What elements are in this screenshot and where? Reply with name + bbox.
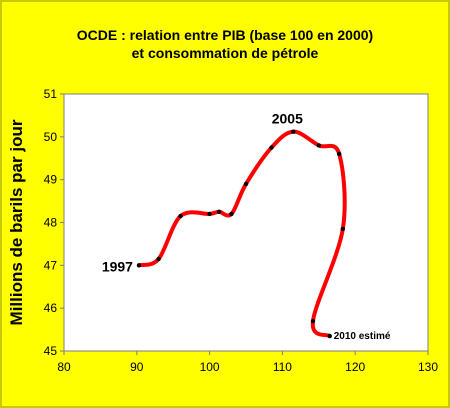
data-point	[327, 333, 332, 339]
data-point	[310, 318, 316, 324]
x-tick-label: 90	[130, 360, 144, 374]
plot-area	[63, 93, 429, 352]
data-point	[229, 211, 234, 217]
y-tick-label: 49	[44, 173, 58, 187]
y-tick-label: 50	[44, 130, 58, 144]
data-point	[340, 226, 346, 232]
y-tick-label: 46	[44, 301, 58, 315]
data-point	[156, 256, 161, 262]
chart-title-line-1: OCDE : relation entre PIB (base 100 en 2…	[76, 27, 374, 43]
data-point	[336, 151, 342, 157]
x-tick-label: 110	[273, 360, 292, 374]
data-point	[207, 211, 212, 217]
data-point	[316, 143, 321, 148]
y-tick-label: 51	[44, 87, 58, 101]
annotation-label: 2005	[272, 111, 303, 127]
y-tick-label: 48	[44, 216, 58, 230]
x-tick-label: 130	[418, 360, 438, 374]
y-tick-label: 45	[44, 344, 58, 358]
data-point	[216, 209, 222, 214]
chart-title-line-2: et consommation de pétrole	[131, 45, 319, 61]
data-point	[291, 129, 296, 134]
x-tick-label: 80	[57, 360, 71, 374]
data-point	[269, 145, 274, 150]
annotation-label: 1997	[102, 258, 133, 274]
data-point	[136, 263, 142, 268]
x-tick-label: 100	[200, 360, 220, 374]
annotation-label: 2010 estimé	[334, 331, 391, 342]
data-point	[178, 213, 183, 219]
data-point	[243, 181, 249, 187]
chart-title: OCDE : relation entre PIB (base 100 en 2…	[2, 26, 448, 62]
y-axis-label: Millions de barils par jour	[7, 119, 26, 325]
x-tick-label: 120	[345, 360, 365, 374]
y-tick-label: 47	[44, 258, 58, 272]
